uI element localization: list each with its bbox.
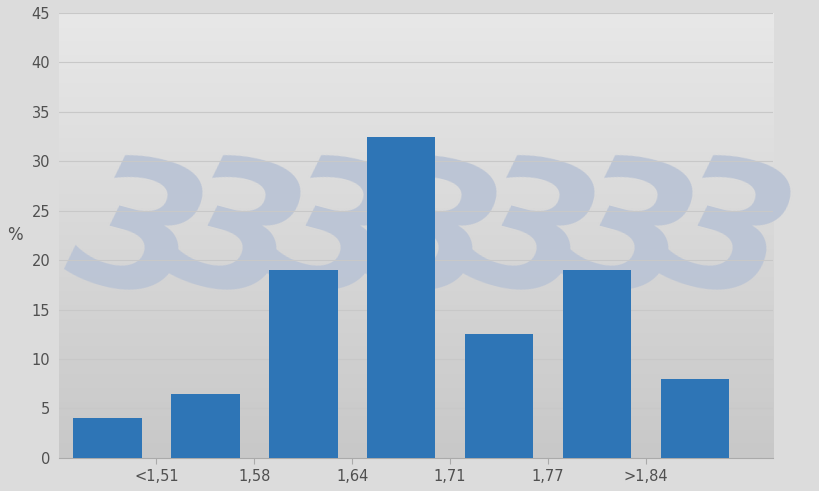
Bar <box>269 270 337 458</box>
Bar <box>171 394 239 458</box>
Y-axis label: %: % <box>7 226 23 245</box>
Text: 3: 3 <box>151 139 318 342</box>
Text: 3: 3 <box>249 139 415 342</box>
Text: 3: 3 <box>542 139 709 342</box>
Bar <box>464 334 532 458</box>
Text: 3: 3 <box>640 139 807 342</box>
Bar <box>73 418 142 458</box>
Text: 3: 3 <box>346 139 514 342</box>
Bar <box>660 379 728 458</box>
Bar <box>366 136 435 458</box>
Text: 3: 3 <box>445 139 611 342</box>
Bar <box>562 270 631 458</box>
Text: 3: 3 <box>53 139 220 342</box>
